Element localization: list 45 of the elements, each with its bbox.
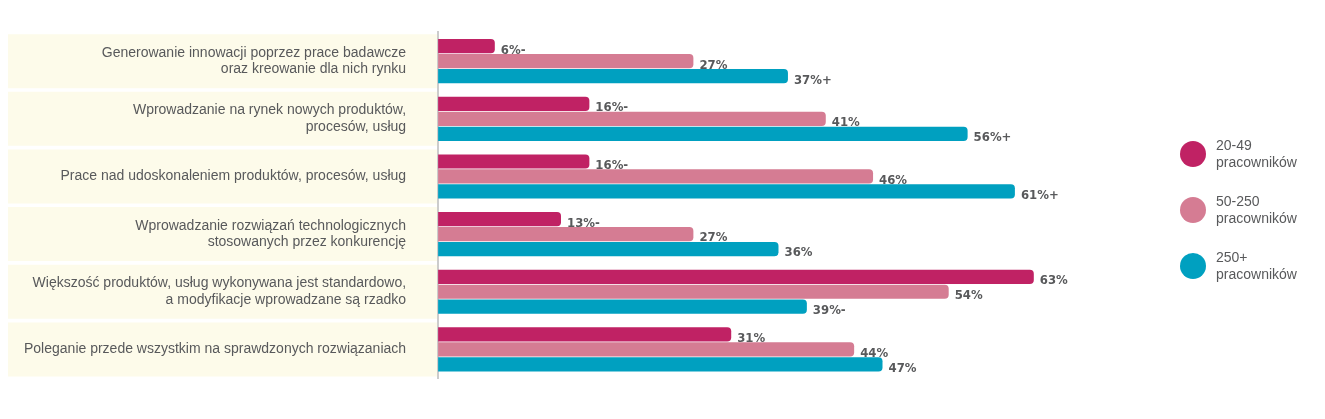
data-label: 39%-	[812, 302, 846, 318]
data-label: 47%	[888, 359, 917, 375]
bar	[438, 96, 590, 111]
bar	[438, 184, 1015, 199]
data-label: 27%	[699, 229, 728, 245]
bar	[438, 212, 561, 227]
bar	[438, 227, 694, 242]
bar	[438, 269, 1034, 284]
data-label: 61%+	[1020, 186, 1059, 202]
bar	[438, 69, 788, 84]
data-label: 54%	[954, 287, 983, 303]
bar	[438, 39, 495, 54]
bar	[438, 111, 826, 126]
data-label: 46%	[879, 171, 908, 187]
legend-label: 50-250 pracowników	[1216, 192, 1298, 227]
legend-label: 20-49 pracowników	[1216, 136, 1298, 171]
bar	[438, 299, 807, 314]
data-label: 63%	[1039, 272, 1069, 288]
y-tick-label: Wprowadzanie na rynek nowych produktów, procesów, usług	[132, 101, 407, 135]
bar	[438, 126, 968, 141]
bar	[438, 154, 590, 169]
y-tick-label: Wprowadzanie rozwiązań technologicznych stosowanych przez konkurencję	[135, 216, 407, 250]
data-label: 27%	[699, 56, 728, 72]
bar	[438, 284, 949, 299]
data-label: 36%	[784, 244, 813, 260]
data-label: 13%-	[567, 214, 600, 230]
data-label: 31%	[737, 329, 766, 345]
y-tick-label: Większość produktów, usług wykonywana jest standardowo, a modyfikacje wprowadzane są rzadko	[32, 274, 407, 308]
data-label: 16%-	[595, 156, 629, 172]
bar	[438, 342, 855, 357]
data-label: 37%+	[793, 71, 832, 87]
bar	[438, 54, 694, 69]
bar	[438, 241, 779, 257]
data-label: 41%	[831, 114, 861, 130]
y-tick-label: Poleganie przede wszystkim na sprawdzonych rozwiązaniach	[24, 340, 407, 357]
bar	[438, 169, 874, 184]
data-label: 16%-	[595, 99, 629, 115]
legend-label: 250+ pracowników	[1216, 248, 1298, 283]
data-label: 56%+	[973, 129, 1012, 145]
bar	[438, 327, 732, 342]
data-label: 6%-	[500, 41, 526, 57]
bar	[438, 357, 883, 372]
data-label: 44%	[860, 344, 889, 360]
y-tick-label: Generowanie innowacji poprzez prace badawcze oraz kreowanie dla nich rynku	[101, 43, 407, 77]
y-tick-label: Prace nad udoskonaleniem produktów, procesów, usług	[60, 167, 407, 184]
